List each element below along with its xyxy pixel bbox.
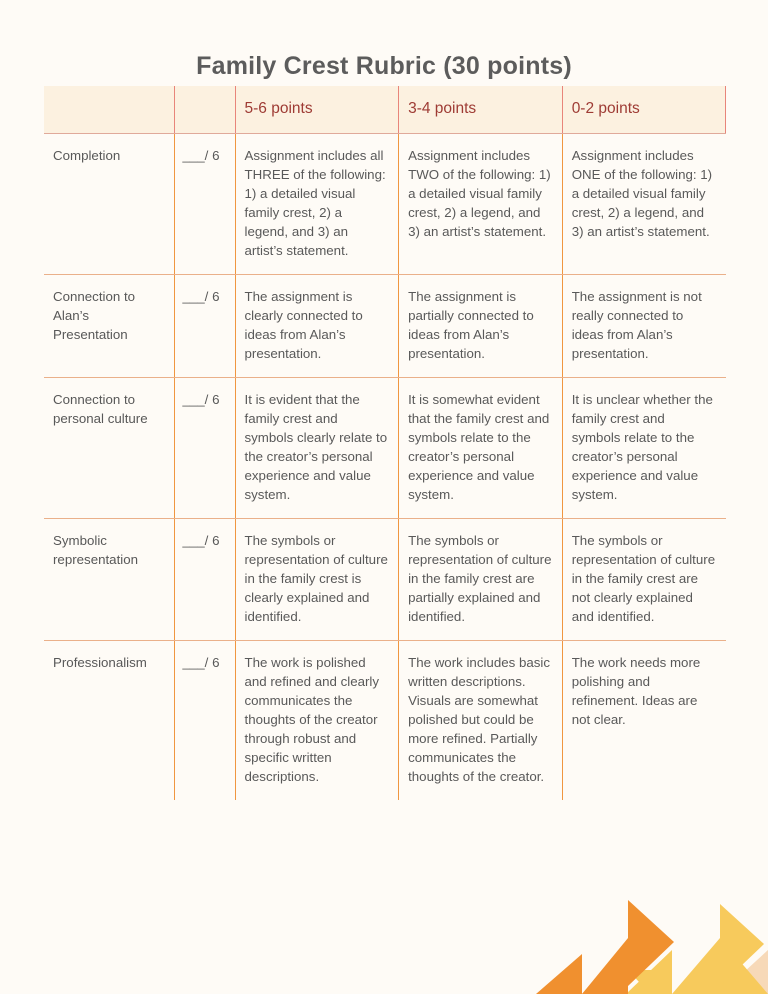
score-blank[interactable]: ___/ 6 xyxy=(174,377,236,520)
level-mid-descriptor: The work includes basic written descript… xyxy=(398,640,563,801)
header-criterion xyxy=(44,86,175,135)
table-row: Connection to personal culture ___/ 6 It… xyxy=(44,377,726,520)
level-low-descriptor: Assignment includes ONE of the following… xyxy=(562,133,726,276)
level-mid-descriptor: The symbols or representation of culture… xyxy=(398,518,563,642)
level-high-descriptor: Assignment includes all THREE of the fol… xyxy=(235,133,400,276)
table-row: Professionalism ___/ 6 The work is polis… xyxy=(44,640,726,801)
table-header-row: 5-6 points 3-4 points 0-2 points xyxy=(44,86,727,135)
table-row: Completion ___/ 6 Assignment includes al… xyxy=(44,133,726,276)
level-low-descriptor: The work needs more polishing and refine… xyxy=(571,655,701,728)
header-level-low: 0-2 points xyxy=(562,86,727,135)
criterion-label: Connection to personal culture xyxy=(44,377,175,520)
decorative-triangles xyxy=(536,900,768,994)
level-low-descriptor: It is unclear whether the family crest a… xyxy=(562,377,726,520)
rubric-table: 5-6 points 3-4 points 0-2 points Complet… xyxy=(44,86,727,801)
criterion-label: Completion xyxy=(44,133,175,276)
table-row: Symbolic representation ___/ 6 The symbo… xyxy=(44,518,726,642)
header-score xyxy=(174,86,236,135)
header-level-mid: 3-4 points xyxy=(398,86,563,135)
page-title: Family Crest Rubric (30 points) xyxy=(196,52,572,80)
level-high-descriptor: The symbols or representation of culture… xyxy=(235,518,400,642)
table-row: Connection to Alan’s Presentation ___/ 6… xyxy=(44,274,726,379)
criterion-label: Connection to Alan’s Presentation xyxy=(44,274,175,379)
rubric-rows: Completion ___/ 6 Assignment includes al… xyxy=(44,133,726,801)
level-high-descriptor: The assignment is clearly connected to i… xyxy=(235,274,400,379)
level-mid-descriptor: It is somewhat evident that the family c… xyxy=(398,377,563,520)
header-level-high: 5-6 points xyxy=(235,86,400,135)
score-blank[interactable]: ___/ 6 xyxy=(174,518,236,642)
level-low-descriptor: The assignment is not really connected t… xyxy=(562,274,726,379)
score-blank[interactable]: ___/ 6 xyxy=(174,640,236,801)
criterion-label: Symbolic representation xyxy=(44,518,175,642)
level-low-descriptor: The symbols or representation of culture… xyxy=(562,518,726,642)
level-mid-descriptor: The assignment is partially connected to… xyxy=(398,274,563,379)
score-blank[interactable]: ___/ 6 xyxy=(174,133,236,276)
level-high-descriptor: It is evident that the family crest and … xyxy=(235,377,400,520)
level-mid-descriptor: Assignment includes TWO of the following… xyxy=(398,133,563,276)
criterion-label: Professionalism xyxy=(44,640,175,801)
level-high-descriptor: The work is polished and refined and cle… xyxy=(235,640,400,801)
score-blank[interactable]: ___/ 6 xyxy=(174,274,236,379)
rubric-table-container: 5-6 points 3-4 points 0-2 points Complet… xyxy=(44,86,727,801)
